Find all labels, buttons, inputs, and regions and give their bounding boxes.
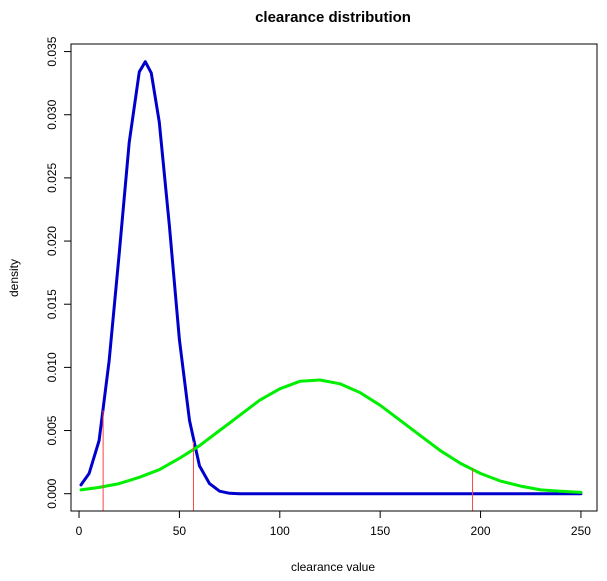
y-tick-label: 0.020	[45, 226, 59, 256]
y-tick-label: 0.035	[45, 36, 59, 66]
y-tick-label: 0.025	[45, 163, 59, 193]
x-tick-label: 200	[471, 524, 491, 538]
y-tick-label: 0.030	[45, 99, 59, 129]
y-axis: 0.000 0.005 0.010 0.015 0.020 0.025 0.030 0.035	[45, 36, 72, 509]
y-axis-label: density	[7, 259, 21, 297]
chart-title: clearance distribution	[255, 9, 411, 26]
x-tick-label: 50	[173, 524, 187, 538]
y-tick-label: 0.000	[45, 478, 59, 508]
x-tick-label: 250	[571, 524, 591, 538]
y-tick-label: 0.010	[45, 352, 59, 382]
series-layer	[79, 60, 583, 496]
threshold-lines-layer	[102, 410, 474, 511]
x-tick-label: 100	[270, 524, 290, 538]
y-tick-label: 0.015	[45, 289, 59, 319]
x-tick-label: 150	[370, 524, 390, 538]
y-tick-label: 0.005	[45, 415, 59, 445]
series-line-2	[79, 378, 583, 494]
plot-frame	[70, 43, 598, 512]
x-tick-label: 0	[76, 524, 83, 538]
x-axis: 0 50 100 150 200 250	[76, 510, 591, 538]
series-line-1	[79, 60, 583, 496]
x-axis-label: clearance value	[291, 560, 375, 574]
